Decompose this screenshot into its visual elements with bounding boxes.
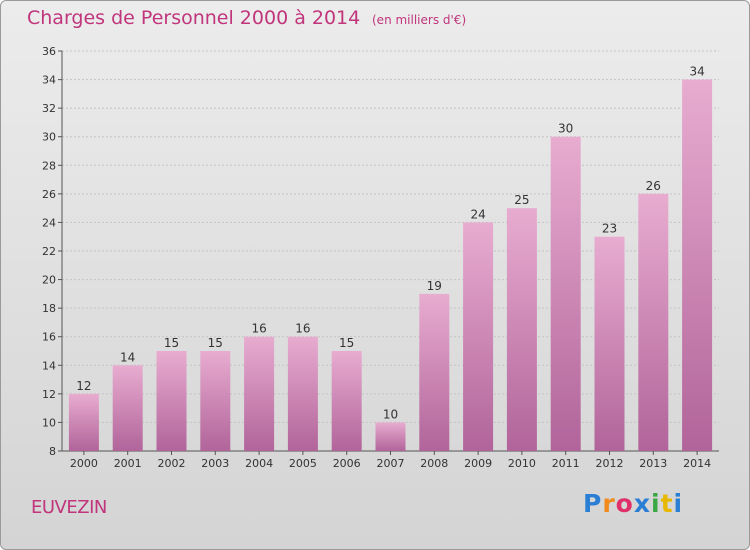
data-label-2011: 30 (558, 122, 573, 136)
bars (68, 79, 713, 452)
data-label-2002: 15 (164, 336, 179, 350)
x-tick-label: 2001 (114, 457, 142, 470)
logo-letter: x (633, 489, 651, 518)
logo-letter: i (673, 489, 684, 518)
y-tick-label: 30 (42, 131, 56, 144)
y-tick-label: 14 (42, 359, 56, 372)
y-tick-label: 18 (42, 302, 56, 315)
bar-2009 (463, 222, 494, 451)
x-tick-label: 2002 (158, 457, 186, 470)
y-tick-label: 20 (42, 274, 56, 287)
x-tick-label: 2003 (201, 457, 229, 470)
x-tick-label: 2013 (639, 457, 667, 470)
bar-2011 (550, 136, 581, 451)
x-tick-label: 2005 (289, 457, 317, 470)
data-label-2001: 14 (120, 350, 135, 364)
y-tick-label: 26 (42, 188, 56, 201)
x-tick-label: 2011 (552, 457, 580, 470)
bar-2003 (200, 351, 231, 451)
data-label-2008: 19 (427, 279, 442, 293)
y-tick-label: 8 (49, 445, 56, 458)
bar-2002 (156, 351, 187, 451)
x-tick-labels: 2000 2001 2002 2003 2004 2005 2006 2007 2008 2009… (70, 457, 711, 470)
bar-2012 (594, 236, 625, 451)
logo-letter: r (602, 489, 616, 518)
bar-2000 (68, 393, 99, 451)
logo-letter: i (651, 489, 661, 518)
logo-letter: P (583, 489, 603, 518)
y-tick-label: 32 (42, 102, 56, 115)
data-label-2003: 15 (208, 336, 223, 350)
logo-letter: t (660, 489, 674, 518)
city-name: EUVEZIN (31, 497, 107, 518)
y-tick-label: 12 (42, 388, 56, 401)
x-tick-label: 2009 (464, 457, 492, 470)
proxiti-logo[interactable]: Proxiti (583, 489, 683, 518)
chart-subtitle: (en milliers d'€) (372, 13, 467, 27)
data-labels: 12 14 15 15 16 16 15 10 19 24 25 30 23 26 34 (76, 65, 704, 422)
x-tick-label: 2008 (420, 457, 448, 470)
chart-title: Charges de Personnel 2000 à 2014 (27, 7, 361, 29)
data-label-2005: 16 (295, 322, 310, 336)
y-tick-label: 36 (42, 45, 56, 58)
x-tick-label: 2014 (683, 457, 711, 470)
data-label-2004: 16 (251, 322, 266, 336)
y-tick-label: 28 (42, 159, 56, 172)
x-tick-label: 2004 (245, 457, 273, 470)
bar-2005 (287, 336, 318, 451)
data-label-2006: 15 (339, 336, 354, 350)
data-label-2012: 23 (602, 222, 617, 236)
x-tick-label: 2012 (596, 457, 624, 470)
x-tick-label: 2007 (377, 457, 405, 470)
y-tick-label: 10 (42, 416, 56, 429)
y-tick-labels: 8 10 12 14 16 18 20 22 24 26 28 30 32 34 36 (42, 45, 56, 458)
data-label-2000: 12 (76, 379, 91, 393)
y-tick-label: 16 (42, 331, 56, 344)
bar-2004 (244, 336, 275, 451)
data-label-2007: 10 (383, 407, 398, 421)
y-tick-label: 22 (42, 245, 56, 258)
bar-2010 (506, 208, 537, 451)
data-label-2014: 34 (689, 65, 704, 79)
y-tick-label: 34 (42, 74, 56, 87)
bar-2014 (682, 79, 713, 452)
x-tick-label: 2006 (333, 457, 361, 470)
x-tick-label: 2010 (508, 457, 536, 470)
data-label-2009: 24 (470, 207, 485, 221)
y-tick-label: 24 (42, 216, 56, 229)
bar-2007 (375, 422, 406, 451)
data-label-2013: 26 (646, 179, 661, 193)
bar-2013 (638, 193, 669, 451)
logo-letter: o (615, 489, 634, 518)
bar-2008 (419, 293, 450, 451)
bar-2001 (112, 365, 143, 451)
x-tick-label: 2000 (70, 457, 98, 470)
data-label-2010: 25 (514, 193, 529, 207)
bar-2006 (331, 351, 362, 451)
